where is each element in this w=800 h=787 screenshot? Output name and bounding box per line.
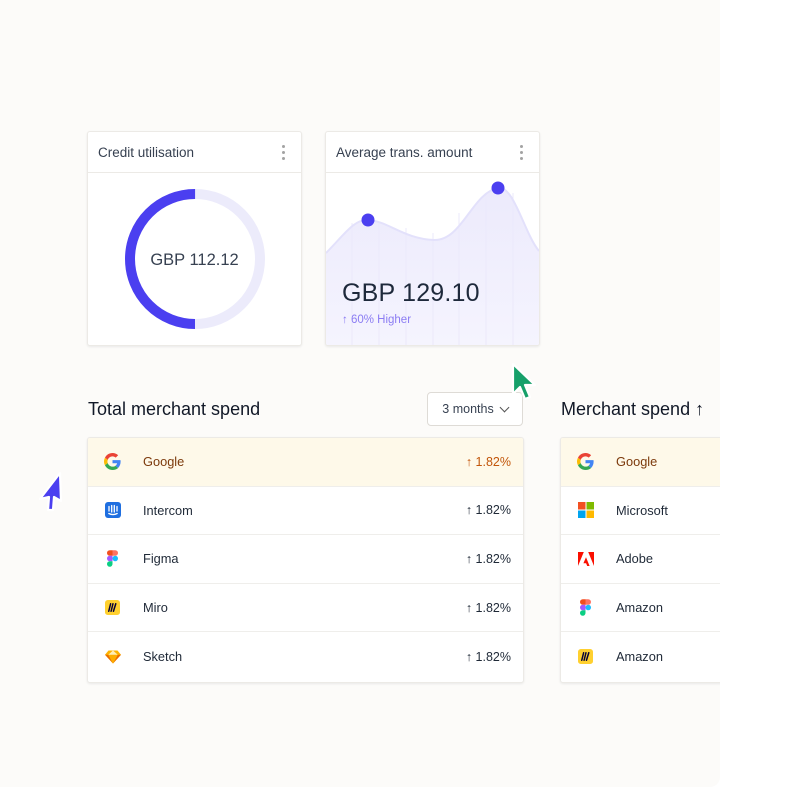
total-merchant-list: Google ↑ 1.82% Intercom ↑ 1.82% [87,437,524,683]
chevron-down-icon [499,402,510,412]
merchant-spend-title: Merchant spend ↑ [561,399,705,419]
average-value: GBP 129.10 [342,279,480,307]
card-title: Average trans. amount [336,144,473,160]
google-icon [576,452,595,471]
average-transaction-card: Average trans. amount [325,131,540,346]
sparkline-point [361,213,375,227]
dashboard-canvas: Credit utilisation GBP 112.12 Average tr… [87,131,720,683]
merchant-change: ↑ 1.82% [465,551,511,566]
donut-chart: GBP 112.12 [88,173,301,345]
list-item[interactable]: Google [561,438,720,487]
merchant-change: ↑ 1.82% [465,649,511,664]
cursor-green-icon [511,362,537,401]
card-title: Credit utilisation [98,144,195,160]
microsoft-icon [576,501,595,520]
figma-icon [576,598,595,617]
sparkline-point [491,181,505,195]
google-icon [103,452,122,471]
merchant-name: Amazon [616,649,663,665]
average-change: ↑ 60% Higher [342,314,412,326]
credit-utilisation-card: Credit utilisation GBP 112.12 [87,131,302,346]
total-merchant-spend-title: Total merchant spend [88,399,261,419]
merchant-name: Google [143,454,185,470]
list-item[interactable]: Amazon [561,584,720,633]
adobe-icon [576,549,595,568]
time-range-dropdown[interactable]: 3 months [427,392,523,426]
merchant-name: Intercom [143,502,193,518]
more-options-icon[interactable] [513,143,529,161]
cursor-blue-icon [38,471,63,512]
merchant-change: ↑ 1.82% [465,600,511,615]
list-item[interactable]: Microsoft [561,487,720,536]
list-item[interactable]: Amazon [561,632,720,681]
merchant-change: ↑ 1.82% [465,503,511,518]
list-item[interactable]: Adobe [561,535,720,584]
credit-value: GBP 112.12 [150,251,239,269]
merchant-name: Amazon [616,600,663,616]
card-header: Average trans. amount [326,132,539,173]
merchant-name: Figma [143,551,179,567]
merchant-name: Miro [143,600,168,616]
merchant-name: Google [616,454,658,470]
merchant-change: ↑ 1.82% [465,454,511,469]
figma-icon [103,549,122,568]
list-item[interactable]: Miro ↑ 1.82% [88,584,523,633]
sparkline-line [326,186,539,254]
card-header: Credit utilisation [88,132,301,173]
list-item[interactable]: Intercom ↑ 1.82% [88,487,523,536]
merchant-name: Sketch [143,649,183,665]
intercom-icon [103,501,122,520]
miro-icon [576,647,595,666]
miro-icon [103,598,122,617]
sparkline-area: GBP 129.10 ↑ 60% Higher [326,173,539,345]
list-item[interactable]: Figma ↑ 1.82% [88,535,523,584]
merchant-name: Adobe [616,551,654,567]
merchant-spend-list: Google Microsoft Adobe [560,437,720,683]
time-range-value: 3 months [442,402,494,416]
more-options-icon[interactable] [275,143,291,161]
donut-arc [125,189,265,329]
list-item[interactable]: Google ↑ 1.82% [88,438,523,487]
merchant-name: Microsoft [616,502,668,518]
list-item[interactable]: Sketch ↑ 1.82% [88,632,523,681]
sketch-icon [103,647,122,666]
sparkline-chart [326,181,539,345]
